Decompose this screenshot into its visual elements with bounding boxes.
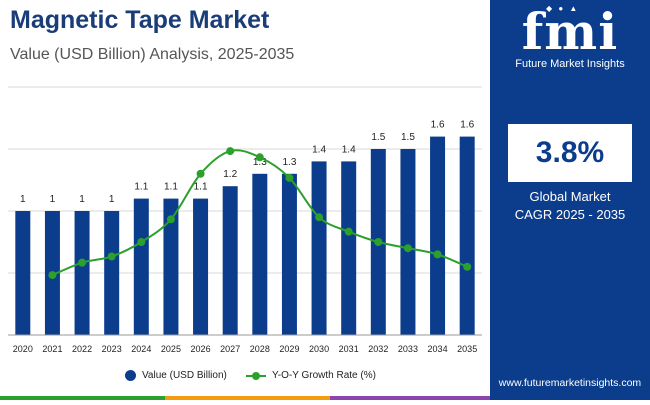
bar-value-label: 1 bbox=[109, 194, 115, 205]
growth-point-2021 bbox=[48, 271, 57, 280]
growth-point-2033 bbox=[403, 244, 412, 253]
bar-2024 bbox=[133, 198, 149, 335]
bar-value-label: 1.3 bbox=[253, 157, 267, 168]
x-tick-label: 2022 bbox=[72, 344, 92, 354]
bar-2025 bbox=[163, 198, 179, 335]
growth-point-2030 bbox=[315, 213, 324, 222]
bar-line-chart: 1 2020 1 2021 1 2022 1 2023 1.1 2024 1.1 2025 1.1 202… bbox=[8, 86, 482, 354]
bar-value-label: 1 bbox=[79, 194, 85, 205]
growth-point-2029 bbox=[285, 173, 294, 182]
growth-point-2031 bbox=[344, 227, 353, 236]
bar-2027 bbox=[222, 186, 238, 335]
legend-bar-swatch bbox=[125, 370, 136, 381]
chart-area: 1 2020 1 2021 1 2022 1 2023 1.1 2024 1.1 2025 1.1 202… bbox=[0, 72, 490, 400]
bar-value-label: 1.6 bbox=[431, 120, 445, 131]
bottom-color-strip bbox=[0, 396, 490, 400]
bar-value-label: 1 bbox=[20, 194, 26, 205]
cagr-label-line1: Global Market bbox=[529, 189, 611, 204]
x-tick-label: 2032 bbox=[368, 344, 388, 354]
growth-point-2025 bbox=[166, 215, 175, 224]
cagr-value: 3.8% bbox=[508, 124, 632, 182]
bar-value-label: 1.2 bbox=[223, 169, 237, 180]
page-title: Magnetic Tape Market bbox=[10, 6, 270, 34]
bar-value-label: 1.4 bbox=[312, 144, 326, 155]
x-tick-label: 2020 bbox=[13, 344, 33, 354]
growth-point-2023 bbox=[107, 252, 116, 261]
x-tick-label: 2033 bbox=[398, 344, 418, 354]
bar-value-label: 1.5 bbox=[371, 132, 385, 143]
website-link[interactable]: www.futuremarketinsights.com bbox=[498, 377, 642, 389]
bar-2029 bbox=[281, 173, 297, 335]
strip-segment-green bbox=[0, 396, 165, 400]
bar-value-label: 1.6 bbox=[460, 120, 474, 131]
bar-value-label: 1 bbox=[50, 194, 56, 205]
growth-point-2028 bbox=[255, 153, 264, 162]
growth-point-2022 bbox=[78, 258, 87, 267]
bar-2026 bbox=[193, 198, 209, 335]
brand-logo: ◆ ● ▲ fmi Future Market Insights bbox=[490, 0, 650, 76]
bar-2034 bbox=[430, 136, 446, 335]
chart-subtitle: Value (USD Billion) Analysis, 2025-2035 bbox=[10, 46, 295, 63]
bar-value-label: 1.1 bbox=[164, 182, 178, 193]
x-tick-label: 2029 bbox=[279, 344, 299, 354]
bar-value-label: 1.5 bbox=[401, 132, 415, 143]
bar-2033 bbox=[400, 149, 416, 335]
x-tick-label: 2024 bbox=[131, 344, 151, 354]
growth-point-2032 bbox=[374, 238, 383, 246]
growth-point-2035 bbox=[463, 262, 472, 271]
legend-item-growth: Y-O-Y Growth Rate (%) bbox=[246, 370, 376, 381]
logo-icons: ◆ ● ▲ bbox=[546, 4, 580, 13]
strip-segment-purple bbox=[330, 396, 490, 400]
growth-point-2026 bbox=[196, 169, 205, 178]
bar-value-label: 1.4 bbox=[342, 144, 356, 155]
growth-point-2027 bbox=[226, 147, 235, 156]
x-tick-label: 2021 bbox=[42, 344, 62, 354]
bar-value-label: 1.1 bbox=[134, 182, 148, 193]
bar-value-label: 1.3 bbox=[282, 157, 296, 168]
brand-panel: ◆ ● ▲ fmi Future Market Insights 3.8% Gl… bbox=[490, 0, 650, 400]
strip-segment-orange bbox=[165, 396, 330, 400]
bar-2028 bbox=[252, 173, 268, 335]
growth-point-2024 bbox=[137, 238, 146, 246]
legend-bar-label: Value (USD Billion) bbox=[142, 370, 227, 381]
legend-item-value: Value (USD Billion) bbox=[125, 370, 227, 381]
logo-wordmark: fmi bbox=[521, 2, 619, 61]
x-tick-label: 2027 bbox=[220, 344, 240, 354]
growth-point-2034 bbox=[433, 250, 442, 259]
x-tick-label: 2028 bbox=[250, 344, 270, 354]
legend-line-swatch bbox=[246, 371, 266, 380]
brand-name: Future Market Insights bbox=[515, 58, 625, 70]
x-tick-label: 2025 bbox=[161, 344, 181, 354]
chart-legend: Value (USD Billion) Y-O-Y Growth Rate (%… bbox=[0, 370, 490, 388]
x-tick-label: 2034 bbox=[428, 344, 448, 354]
bar-2020 bbox=[15, 211, 31, 335]
legend-line-label: Y-O-Y Growth Rate (%) bbox=[272, 370, 376, 381]
bar-2031 bbox=[341, 161, 357, 335]
x-tick-label: 2035 bbox=[457, 344, 477, 354]
x-tick-label: 2026 bbox=[191, 344, 211, 354]
cagr-label-line2: CAGR 2025 - 2035 bbox=[514, 207, 626, 222]
bar-2030 bbox=[311, 161, 327, 335]
bar-value-label: 1.1 bbox=[194, 182, 208, 193]
x-tick-label: 2031 bbox=[339, 344, 359, 354]
bar-2022 bbox=[74, 211, 90, 335]
bar-2023 bbox=[104, 211, 120, 335]
x-tick-label: 2030 bbox=[309, 344, 329, 354]
x-tick-label: 2023 bbox=[102, 344, 122, 354]
bar-2035 bbox=[459, 136, 475, 335]
